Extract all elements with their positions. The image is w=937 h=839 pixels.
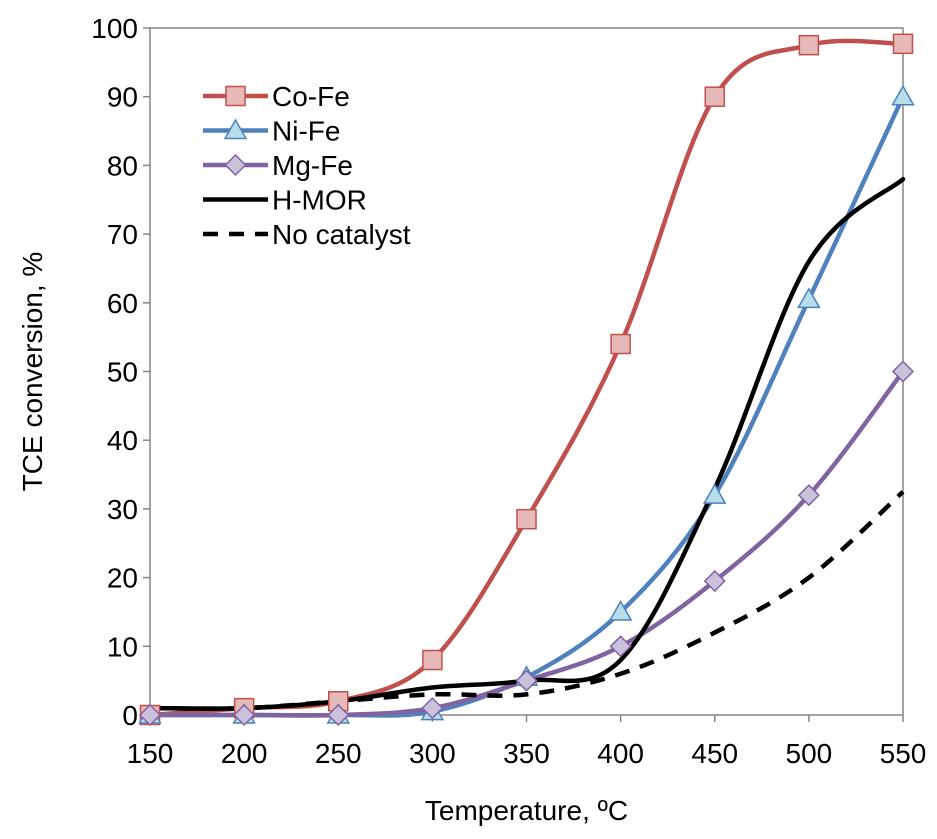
data-point-co-fe xyxy=(610,333,631,355)
y-axis-title: TCE conversion, % xyxy=(17,252,48,492)
data-point-mg-fe xyxy=(327,703,350,727)
data-point-mg-fe xyxy=(421,697,444,720)
data-point-co-fe xyxy=(422,649,443,671)
data-point-co-fe xyxy=(516,508,537,530)
y-tick-label: 0 xyxy=(122,700,138,731)
x-tick-label: 550 xyxy=(880,738,927,769)
y-tick-label: 70 xyxy=(107,219,138,250)
x-axis-title: Temperature, ºC xyxy=(425,795,628,826)
legend-marker-mg-fe xyxy=(224,153,247,177)
x-tick-label: 300 xyxy=(409,738,456,769)
series-markers-co-fe xyxy=(139,33,914,726)
data-point-ni-fe xyxy=(702,483,727,504)
legend-item-h-mor: H-MOR xyxy=(203,185,367,216)
data-point-mg-fe xyxy=(891,360,915,383)
legend-item-co-fe: Co-Fe xyxy=(203,81,350,112)
x-tick-label: 450 xyxy=(691,738,738,769)
y-tick-label: 100 xyxy=(91,13,138,44)
y-tick-label: 10 xyxy=(107,631,138,662)
series-line-h-mor xyxy=(147,176,906,711)
data-point-co-fe xyxy=(704,86,725,107)
y-tick-label: 80 xyxy=(107,150,138,181)
data-point-mg-fe xyxy=(233,703,256,727)
x-tick-label: 150 xyxy=(127,738,174,769)
x-axis-ticks: 150 200 250 300 350 400 450 500 550 xyxy=(127,715,927,769)
y-tick-label: 40 xyxy=(107,425,138,456)
data-point-co-fe xyxy=(798,34,820,56)
y-tick-label: 90 xyxy=(107,82,138,113)
series-line-mg-fe xyxy=(147,369,906,718)
legend-marker-co-fe xyxy=(225,85,246,107)
data-point-ni-fe xyxy=(891,84,915,106)
data-point-ni-fe xyxy=(608,599,633,621)
legend-marker-ni-fe xyxy=(223,118,248,140)
data-point-ni-fe xyxy=(797,287,821,309)
y-tick-label: 20 xyxy=(107,563,138,594)
legend-label-co-fe: Co-Fe xyxy=(272,81,350,112)
series-markers-ni-fe xyxy=(138,84,915,724)
legend-label-h-mor: H-MOR xyxy=(272,185,367,216)
y-tick-label: 30 xyxy=(107,494,138,525)
legend-label-no-catalyst: No catalyst xyxy=(272,219,411,250)
legend-label-ni-fe: Ni-Fe xyxy=(272,116,340,147)
legend-item-mg-fe: Mg-Fe xyxy=(203,150,353,181)
series-line-ni-fe xyxy=(147,94,906,718)
x-tick-label: 500 xyxy=(786,738,833,769)
x-tick-label: 200 xyxy=(221,738,268,769)
series-lines xyxy=(147,38,906,718)
legend-item-ni-fe: Ni-Fe xyxy=(203,116,340,147)
x-tick-label: 400 xyxy=(597,738,644,769)
series-markers xyxy=(138,33,915,727)
legend-item-no-catalyst: No catalyst xyxy=(203,219,411,250)
data-point-co-fe xyxy=(892,33,914,55)
data-point-mg-fe xyxy=(797,484,820,507)
legend-label-mg-fe: Mg-Fe xyxy=(272,150,353,181)
data-point-mg-fe xyxy=(515,669,538,692)
x-tick-label: 350 xyxy=(503,738,550,769)
series-markers-mg-fe xyxy=(138,360,915,727)
x-tick-label: 250 xyxy=(315,738,362,769)
data-point-mg-fe xyxy=(609,635,632,658)
data-point-mg-fe xyxy=(703,569,726,593)
series-line-co-fe xyxy=(147,38,906,718)
y-tick-label: 50 xyxy=(107,357,138,388)
y-axis-ticks: 0 10 20 30 40 50 60 70 80 90 100 xyxy=(91,13,150,731)
data-point-mg-fe xyxy=(138,703,162,727)
y-tick-label: 60 xyxy=(107,288,138,319)
